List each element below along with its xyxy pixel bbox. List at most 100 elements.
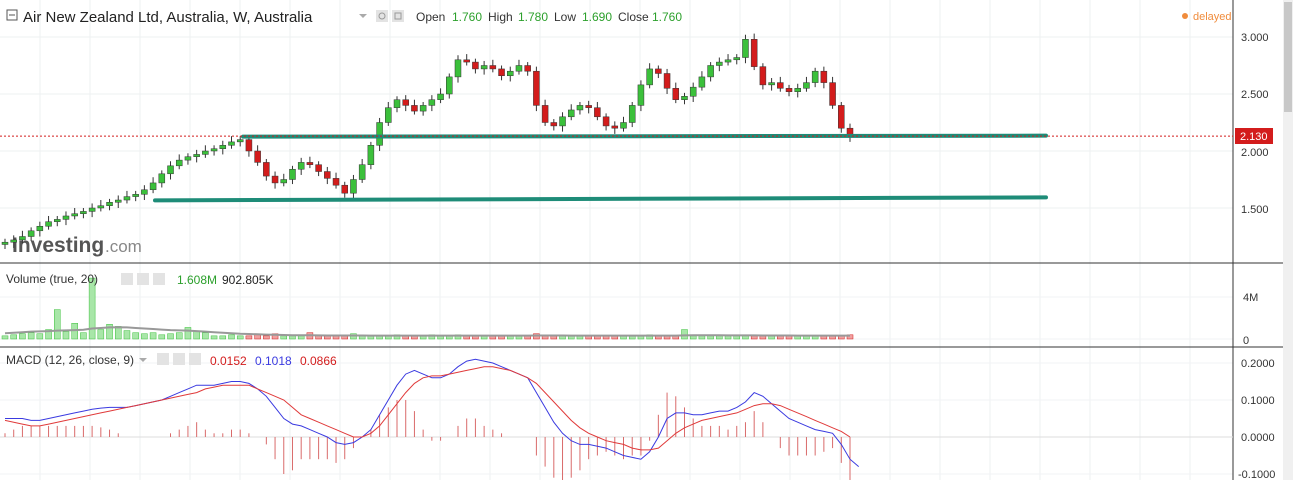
candle-body	[637, 84, 645, 106]
volume-bar	[19, 333, 26, 340]
volume-bar	[97, 329, 105, 340]
current-price-label: 2.130	[1235, 128, 1273, 144]
macd-visibility-icon[interactable]	[173, 353, 185, 365]
candle-body	[385, 107, 392, 123]
price-axis: 3.000 2.500 2.000 1.500	[1241, 32, 1269, 216]
candle-body	[167, 165, 174, 175]
volume-bar	[167, 333, 174, 340]
volume-bar	[297, 335, 305, 340]
candle-body	[289, 168, 296, 180]
candle-body	[236, 139, 244, 143]
watermark-brand: Investing	[12, 234, 104, 257]
volume-bar	[228, 334, 235, 340]
volume-bar	[1, 335, 9, 340]
scrollbar-thumb[interactable]	[1284, 2, 1292, 112]
macd-value: 0.1018	[255, 354, 292, 368]
macd-tick-0000: 0.0000	[1241, 432, 1275, 444]
macd-axis: 0.2000 0.1000 0.0000 -0.1000	[1238, 358, 1275, 481]
candle-body	[681, 96, 688, 100]
candle-body	[559, 116, 566, 127]
collapse-toggle-icon[interactable]	[6, 9, 18, 21]
volume-visibility-icon[interactable]	[137, 273, 149, 285]
candle-body	[1, 241, 9, 245]
candle-body	[36, 225, 44, 232]
candle-body	[838, 105, 845, 129]
volume-bar	[681, 329, 688, 340]
candle-body	[463, 59, 470, 63]
instrument-title: Air New Zealand Ltd, Australia, W, Austr…	[23, 9, 313, 26]
macd-dropdown-icon[interactable]	[139, 358, 147, 362]
candle-body	[594, 107, 601, 118]
candle-body	[524, 65, 531, 72]
macd-hist-value: 0.0152	[210, 354, 247, 368]
watermark: Investing .com	[12, 234, 142, 257]
volume-settings-icon[interactable]	[121, 273, 133, 285]
candle-body	[707, 65, 714, 78]
candle-body	[158, 173, 166, 184]
volume-close-icon[interactable]	[153, 273, 165, 285]
volume-ma-value: 902.805K	[222, 273, 273, 287]
volume-tick-4m: 4M	[1243, 292, 1258, 304]
candle-body	[175, 159, 183, 167]
volume-bar	[289, 335, 296, 340]
candle-body	[80, 211, 87, 214]
high-label: High	[488, 10, 513, 24]
candle-body	[71, 213, 78, 217]
macd-settings-icon[interactable]	[157, 353, 169, 365]
candle-body	[184, 156, 192, 161]
volume-bar	[245, 335, 253, 340]
candle-body	[62, 215, 70, 220]
candle-body	[550, 122, 558, 127]
candle-body	[297, 162, 305, 170]
volume-bar	[45, 329, 52, 340]
macd-legend: MACD (12, 26, close, 9) 0.0152 0.1018 0.…	[6, 353, 337, 368]
candle-body	[45, 221, 52, 227]
candle-body	[419, 105, 427, 112]
volume-bar	[123, 330, 131, 340]
settings-icon[interactable]	[376, 10, 388, 22]
grid-lines	[0, 0, 1233, 480]
watermark-suffix: .com	[105, 237, 142, 256]
candle-body	[210, 148, 218, 152]
candle-body	[620, 122, 627, 129]
volume-bar	[271, 333, 279, 340]
volume-bar	[263, 335, 270, 340]
price-legend: Air New Zealand Ltd, Australia, W, Austr…	[6, 9, 1232, 26]
candle-body	[585, 105, 592, 108]
candle-body	[628, 105, 636, 123]
current-price-value: 2.130	[1240, 131, 1268, 143]
volume-axis: 4M 0	[1243, 292, 1258, 347]
visibility-icon[interactable]	[392, 10, 404, 22]
candle-body	[97, 205, 105, 209]
volume-bar	[106, 324, 113, 340]
candle-body	[324, 171, 331, 179]
volume-bar	[141, 333, 148, 340]
macd-label: MACD (12, 26, close, 9)	[6, 353, 134, 367]
candle-body	[689, 86, 697, 97]
volume-bar	[254, 334, 261, 340]
volume-bar	[707, 335, 714, 340]
title-dropdown-icon[interactable]	[359, 14, 367, 18]
candle-body	[114, 199, 122, 203]
candle-body	[480, 65, 488, 70]
support-line-lower	[153, 195, 1048, 203]
volume-bar	[62, 331, 70, 340]
candle-body	[306, 162, 314, 165]
macd-histogram	[4, 392, 851, 482]
volume-bar	[280, 335, 288, 340]
close-label: Close	[618, 10, 649, 24]
candle-body	[332, 178, 340, 186]
candle-body	[515, 65, 523, 72]
signal-value: 0.0866	[300, 354, 337, 368]
volume-bar	[210, 335, 218, 340]
candle-body	[19, 236, 26, 241]
candle-body	[742, 39, 749, 58]
volume-bar	[132, 332, 139, 340]
macd-close-icon[interactable]	[189, 353, 201, 365]
signal-line	[4, 366, 851, 451]
candle-body	[646, 68, 653, 86]
candle-body	[411, 105, 418, 112]
candle-body	[280, 179, 288, 184]
